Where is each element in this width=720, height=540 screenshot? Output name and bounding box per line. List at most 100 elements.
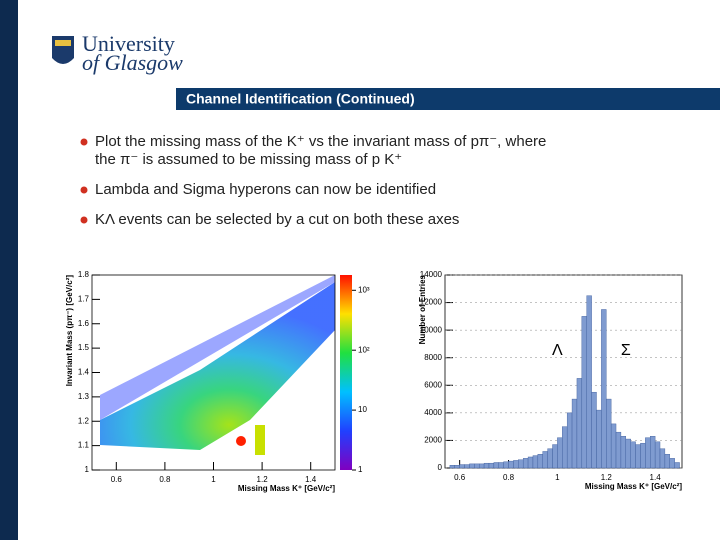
x-tick-label: 0.6 <box>454 473 466 482</box>
histogram-bar <box>659 448 666 469</box>
y-tick-label: 1 <box>85 465 90 474</box>
y-tick-label: 8000 <box>424 353 442 362</box>
bullet-text: Lambda and Sigma hyperons can now be ide… <box>95 181 436 198</box>
x-tick-label: 1.2 <box>601 473 613 482</box>
histogram-bar <box>654 441 661 469</box>
y-tick-label: 1.6 <box>78 319 90 328</box>
histogram-bar <box>566 412 573 469</box>
histogram-bar <box>635 444 641 469</box>
y-tick-label: 6000 <box>424 380 442 389</box>
histogram-bar <box>552 444 558 469</box>
heatmap-region <box>255 425 265 455</box>
annotation: Λ <box>552 342 563 359</box>
histogram-bar <box>610 423 617 469</box>
bullet-dot <box>80 186 88 194</box>
side-stripe <box>0 0 18 540</box>
histogram-bar <box>615 431 622 469</box>
histogram-bar <box>674 462 680 469</box>
histogram-bar <box>620 436 627 469</box>
x-tick-label: 0.8 <box>159 475 171 484</box>
colorbar-tick-label: 10² <box>358 345 370 354</box>
histogram-bar <box>522 458 529 469</box>
heatmap-region <box>236 436 246 446</box>
colorbar-tick-label: 10³ <box>358 285 370 294</box>
histogram-bar <box>650 436 656 469</box>
histogram-bar <box>542 451 548 469</box>
histogram-bar <box>664 454 670 469</box>
logo-text: University <box>82 31 175 56</box>
bullet-dot <box>80 216 88 224</box>
y-tick-label: 4000 <box>424 408 442 417</box>
bullet-line: Lambda and Sigma hyperons can now be ide… <box>95 181 436 198</box>
y-tick-label: 10000 <box>420 325 443 334</box>
y-tick-label: 0 <box>438 463 443 472</box>
histogram-bar <box>488 462 495 469</box>
y-tick-label: 1.4 <box>78 368 90 377</box>
y-tick-label: 1.8 <box>78 270 90 279</box>
histogram-bar <box>508 460 514 469</box>
histogram-bar <box>498 462 504 469</box>
y-tick-label: 1.2 <box>78 416 90 425</box>
annotation: Σ <box>621 342 631 359</box>
histogram-bar <box>557 437 563 469</box>
bullet-line: Plot the missing mass of the K⁺ vs the i… <box>95 133 546 150</box>
histogram-bar <box>479 463 485 469</box>
logo-detail <box>55 40 71 46</box>
histogram-bar <box>527 456 534 469</box>
histogram-bar <box>625 438 631 469</box>
histogram-bar <box>571 398 578 469</box>
histogram-bar <box>454 465 460 469</box>
y-tick-label: 1.3 <box>78 392 90 401</box>
slide-title: Channel Identification (Continued) <box>186 91 415 107</box>
histogram-bar <box>474 463 480 469</box>
bullet-text: KΛ events can be selected by a cut on bo… <box>95 211 459 228</box>
x-axis-label: Missing Mass K⁺ [GeV/c²] <box>585 482 682 491</box>
heatmap-region <box>100 282 335 450</box>
x-tick-label: 1.4 <box>650 473 662 482</box>
x-tick-label: 0.6 <box>111 475 123 484</box>
colorbar <box>340 275 352 470</box>
bullet-text: Plot the missing mass of the K⁺ vs the i… <box>95 133 546 168</box>
y-tick-label: 14000 <box>420 270 443 279</box>
histogram-bar <box>547 448 553 469</box>
histogram-bar <box>630 441 636 469</box>
logo-text: of Glasgow <box>82 50 183 75</box>
histogram-bar <box>459 464 465 469</box>
title-bar <box>176 88 720 110</box>
heatmap-region <box>100 275 335 420</box>
x-tick-label: 1.2 <box>257 475 269 484</box>
colorbar-tick-label: 1 <box>358 465 363 474</box>
y-tick-label: 2000 <box>424 436 442 445</box>
histogram-bar <box>581 316 587 469</box>
y-tick-label: 1.7 <box>78 294 90 303</box>
histogram-bar <box>464 464 470 469</box>
histogram-bar <box>469 463 475 469</box>
histogram-bar <box>562 426 568 469</box>
y-tick-label: 1.1 <box>78 441 90 450</box>
histogram-bar <box>449 465 455 469</box>
histogram-bar <box>601 309 607 469</box>
histogram-bar <box>513 460 519 469</box>
histogram-bar <box>645 437 651 469</box>
colorbar-tick-label: 10 <box>358 405 367 414</box>
histogram-bar <box>493 462 499 469</box>
histogram-bar <box>576 378 583 469</box>
logo: University of Glasgow <box>52 31 183 75</box>
x-tick-label: 1.4 <box>305 475 317 484</box>
x-tick-label: 1 <box>211 475 216 484</box>
x-tick-label: 0.8 <box>503 473 515 482</box>
x-axis-label: Missing Mass K⁺ [GeV/c²] <box>238 484 335 493</box>
y-tick-label: 12000 <box>420 298 443 307</box>
histogram-bar <box>537 454 543 469</box>
y-axis-label: Number of Entries <box>418 274 427 344</box>
histogram-bar <box>532 455 539 469</box>
bullet-list: Plot the missing mass of the K⁺ vs the i… <box>80 133 546 228</box>
histogram-bar <box>518 459 524 469</box>
histogram-bar <box>483 462 490 469</box>
heatmap-image <box>100 275 335 455</box>
histogram-bar <box>596 409 602 469</box>
histogram-bar <box>669 458 675 469</box>
histogram-bar <box>640 442 646 469</box>
